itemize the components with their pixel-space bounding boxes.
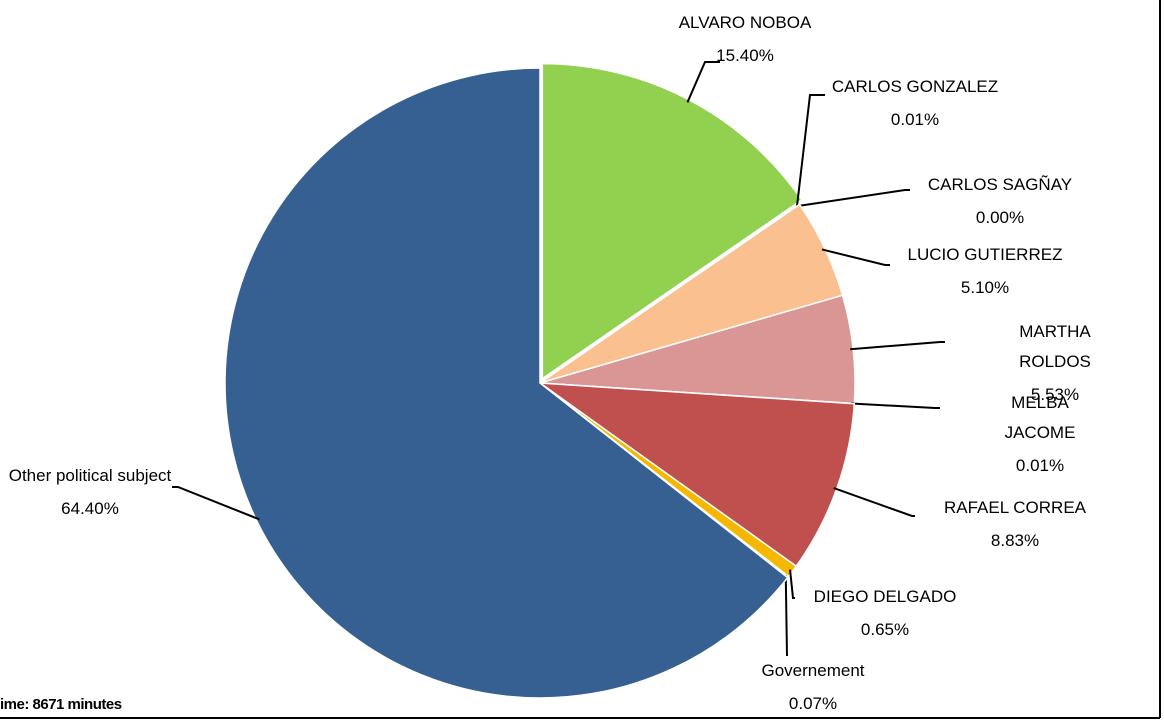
footnote: ime: 8671 minutes: [0, 696, 122, 713]
slice-value: 0.00%: [975, 208, 1025, 227]
slice-label: CARLOS GONZALEZ: [831, 77, 999, 96]
leader-line: [796, 94, 825, 207]
slice-label: MARTHA ROLDOS: [1019, 322, 1091, 371]
leader-line: [833, 487, 915, 517]
slice-label: Governement: [761, 661, 865, 680]
slice-label: DIEGO DELGADO: [813, 587, 957, 606]
slice-value: 0.01%: [1015, 456, 1065, 475]
slice-label: LUCIO GUTIERREZ: [907, 245, 1063, 264]
slice-label: Other political subject: [8, 466, 172, 485]
leader-line: [850, 341, 945, 351]
slice-value: 5.53%: [1030, 385, 1080, 404]
leader-line: [851, 402, 940, 409]
leader-line: [784, 575, 788, 657]
slice-value: 0.07%: [788, 694, 838, 713]
slice-label: RAFAEL CORREA: [943, 498, 1087, 517]
slice-value: 8.83%: [990, 531, 1040, 550]
leader-line: [821, 248, 890, 266]
slice-value: 5.10%: [960, 278, 1010, 297]
leader-line: [686, 61, 720, 103]
slice-value: 15.40%: [716, 46, 774, 65]
slice-value: 0.01%: [890, 110, 940, 129]
leader-line: [789, 569, 795, 599]
slice-label: MELBA JACOME: [1004, 393, 1076, 442]
slice-label: ALVARO NOBOA: [678, 13, 812, 32]
leader-line: [172, 486, 260, 521]
leader-line: [796, 189, 910, 208]
slice-value: 64.40%: [61, 499, 119, 518]
slice-value: 0.65%: [860, 620, 910, 639]
slice-label: CARLOS SAGÑAY: [927, 175, 1073, 194]
pie-slice: [224, 67, 789, 699]
